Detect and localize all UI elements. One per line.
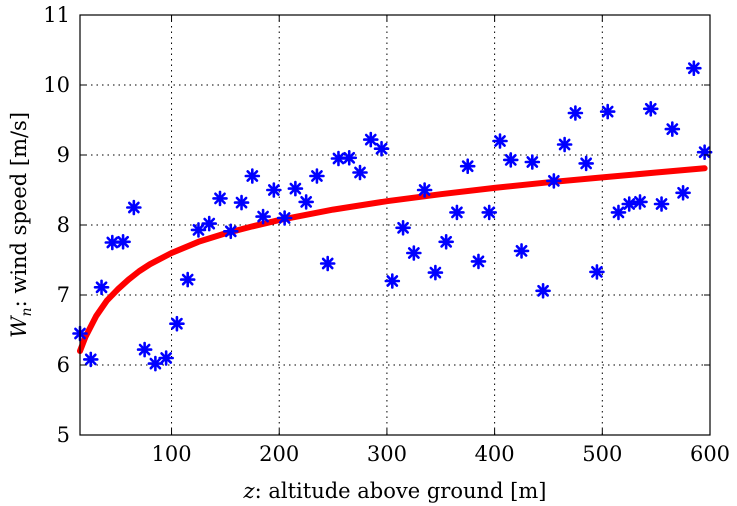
data-point	[169, 315, 185, 332]
x-tick-label: 400	[475, 442, 515, 466]
data-point	[481, 204, 498, 221]
data-point	[93, 279, 110, 296]
data-point	[373, 140, 390, 157]
x-tick-label: 100	[151, 442, 191, 466]
fit-curve	[77, 165, 708, 354]
data-points-layer	[72, 60, 713, 372]
data-point	[126, 199, 142, 216]
data-point	[201, 215, 218, 232]
data-point	[513, 243, 530, 259]
y-tick-label: 9	[57, 143, 70, 167]
y-tick-label: 11	[43, 3, 70, 27]
x-tick-label: 200	[259, 442, 299, 466]
grid-layer	[80, 15, 710, 435]
data-point	[298, 194, 314, 210]
y-axis-label-text: : wind speed [m/s]	[7, 112, 31, 307]
y-tick-label: 7	[57, 283, 70, 307]
data-point	[610, 204, 627, 221]
data-point	[664, 121, 681, 137]
x-tick-label: 600	[690, 442, 730, 466]
data-point	[406, 245, 422, 261]
data-point	[319, 255, 336, 272]
data-point	[222, 223, 239, 240]
data-point	[653, 196, 670, 212]
x-axis-label: z: altitude above ground [m]	[243, 479, 547, 503]
data-point	[255, 208, 271, 225]
data-point	[190, 222, 207, 238]
data-point	[212, 190, 228, 207]
data-point	[244, 168, 261, 184]
y-tick-label: 6	[57, 353, 70, 377]
data-point	[621, 196, 638, 212]
x-axis-label-math: z	[243, 479, 256, 503]
data-point	[384, 273, 401, 289]
data-point	[395, 220, 411, 236]
data-point	[686, 60, 702, 76]
data-point	[309, 168, 325, 184]
data-point	[158, 350, 174, 366]
data-point	[438, 234, 454, 250]
data-point	[416, 182, 433, 198]
y-axis-label: Wn: wind speed [m/s]	[7, 112, 35, 338]
data-point	[492, 133, 508, 149]
data-point	[352, 164, 368, 181]
data-point	[599, 103, 616, 120]
x-axis-label-text: : altitude above ground [m]	[255, 479, 547, 503]
x-tick-label: 500	[582, 442, 622, 466]
data-point	[567, 105, 584, 121]
y-axis-label-math: W	[7, 314, 31, 338]
data-point	[266, 182, 282, 198]
data-point	[696, 144, 713, 160]
y-tick-label: 5	[57, 423, 70, 447]
data-point	[589, 264, 605, 280]
data-point	[276, 210, 293, 226]
data-point	[287, 180, 304, 197]
data-point	[115, 234, 131, 250]
data-point	[502, 152, 519, 168]
data-point	[427, 264, 444, 281]
data-point	[546, 173, 562, 189]
data-point	[362, 131, 379, 148]
data-point	[675, 185, 691, 201]
data-point	[341, 150, 358, 166]
tick-layer: 100 200 300 400 500 600 5 6 7 8 9 10 11	[43, 3, 730, 466]
data-point	[179, 271, 196, 288]
data-point	[524, 154, 541, 170]
data-point	[449, 204, 465, 221]
y-tick-label: 8	[57, 213, 70, 237]
y-axis-label-subscript: n	[19, 307, 35, 316]
data-point	[459, 158, 476, 174]
data-point	[556, 136, 573, 153]
data-point	[642, 101, 659, 117]
y-tick-label: 10	[43, 73, 70, 97]
data-point	[147, 355, 164, 372]
data-point	[136, 341, 153, 358]
data-point	[233, 194, 250, 211]
data-point	[578, 155, 594, 172]
x-tick-label: 300	[367, 442, 407, 466]
data-point	[470, 253, 487, 270]
data-point	[535, 282, 551, 299]
data-point	[632, 194, 648, 210]
data-point	[82, 351, 99, 368]
fit-curve-layer	[77, 165, 708, 354]
